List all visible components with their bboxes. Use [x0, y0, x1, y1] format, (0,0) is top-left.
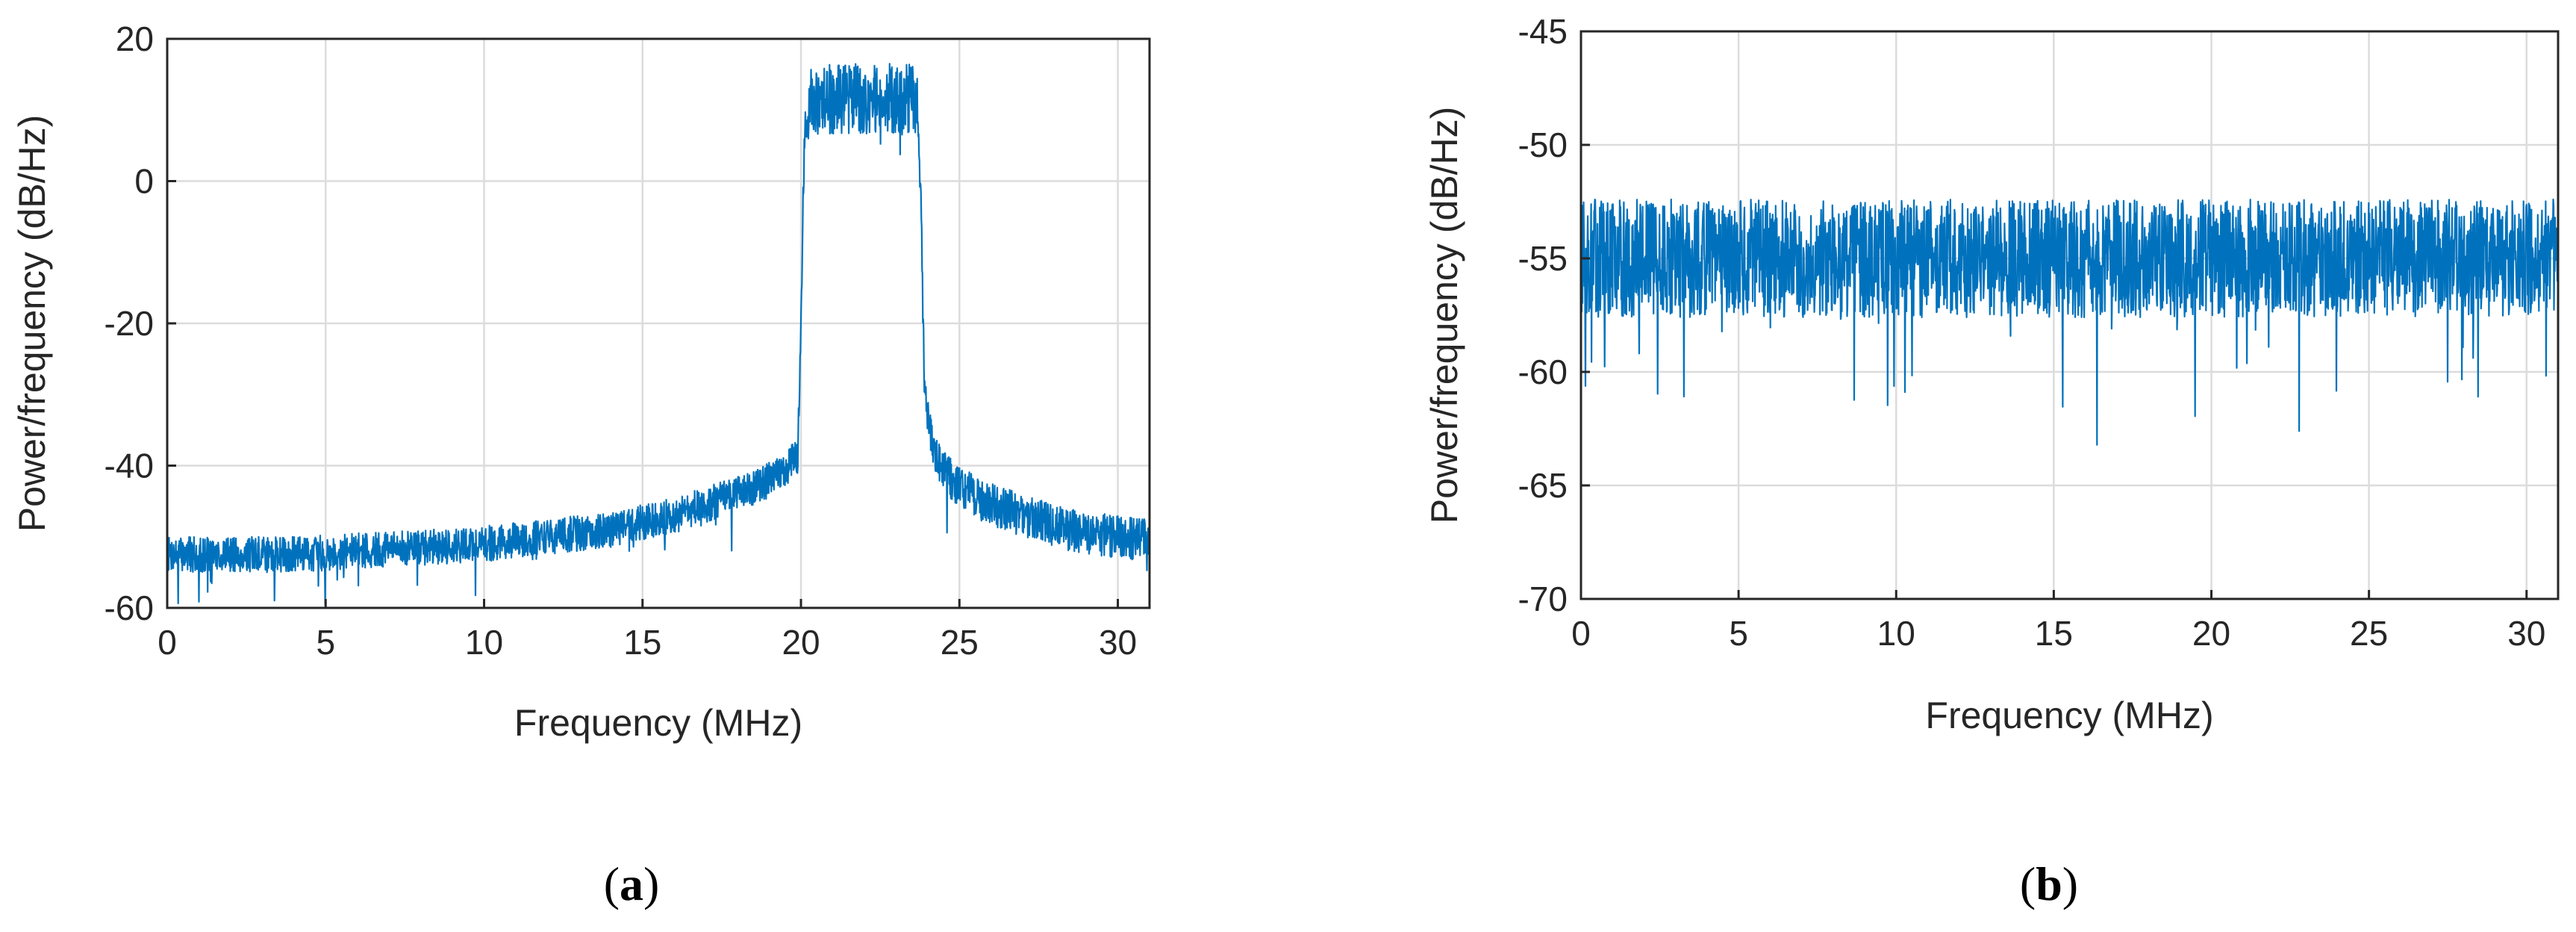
chart-a-x-tick-label: 25 [941, 623, 979, 662]
chart-a-x-tick-label: 30 [1099, 623, 1137, 662]
chart-a-series-line [166, 63, 1151, 606]
chart-a-y-tick-label: -20 [105, 304, 154, 343]
chart-b-series-line [1579, 198, 2559, 446]
chart-b-x-tick-label: 30 [2507, 614, 2545, 653]
chart-a-x-tick-label: 15 [623, 623, 661, 662]
chart-b-x-tick-label: 15 [2035, 614, 2073, 653]
chart-b-y-tick-label: -60 [1518, 352, 1568, 391]
chart-b-grid [1579, 30, 2558, 600]
chart-b-x-tick-label: 0 [1571, 614, 1591, 653]
chart-a-series [166, 63, 1151, 606]
chart-b-ylabel: Power/frequency (dB/Hz) [1423, 107, 1465, 524]
chart-b-y-tick-label: -70 [1518, 580, 1568, 618]
chart-a-y-tick-label: -40 [105, 447, 154, 485]
chart-b: 0 5 10 15 20 25 30 -70 -65 -60 -55 -50 -45 Frequency… [1423, 12, 2560, 910]
chart-a-panel-label: (a) [604, 857, 660, 910]
chart-b-series [1579, 198, 2559, 446]
chart-b-plot-frame [1579, 30, 2560, 600]
chart-b-x-tick-label: 5 [1729, 614, 1748, 653]
chart-a-ticks: 0 5 10 15 20 25 30 -60 -40 -20 0 20 [105, 19, 1138, 662]
chart-a-x-tick-label: 10 [465, 623, 503, 662]
chart-b-y-tick-label: -55 [1518, 239, 1568, 278]
chart-a-y-tick-label: -60 [105, 588, 154, 627]
chart-b-y-tick-label: -65 [1518, 466, 1568, 505]
chart-b-y-tick-label: -45 [1518, 12, 1568, 51]
chart-a-panel-letter: a [620, 857, 643, 910]
chart-a-x-tick-label: 20 [782, 623, 820, 662]
chart-a-y-tick-label: 0 [134, 162, 154, 201]
chart-a-y-tick-label: 20 [116, 19, 154, 58]
chart-b-panel-letter: b [2036, 857, 2062, 910]
chart-b-x-tick-label: 10 [1877, 614, 1915, 653]
chart-b-panel-label: (b) [2020, 857, 2078, 910]
chart-a-x-tick-label: 0 [158, 623, 177, 662]
chart-a-x-tick-label: 5 [316, 623, 335, 662]
chart-b-ticks: 0 5 10 15 20 25 30 -70 -65 -60 -55 -50 -45 [1518, 12, 2546, 653]
chart-b-xlabel: Frequency (MHz) [1925, 695, 2213, 736]
chart-b-x-tick-label: 25 [2350, 614, 2388, 653]
chart-a-ylabel: Power/frequency (dB/Hz) [11, 115, 53, 532]
chart-a: 0 5 10 15 20 25 30 -60 -40 -20 0 20 Frequency (MHz)… [11, 19, 1151, 910]
chart-b-y-tick-label: -50 [1518, 125, 1568, 164]
chart-a-xlabel: Frequency (MHz) [514, 702, 802, 744]
chart-b-x-tick-label: 20 [2192, 614, 2230, 653]
